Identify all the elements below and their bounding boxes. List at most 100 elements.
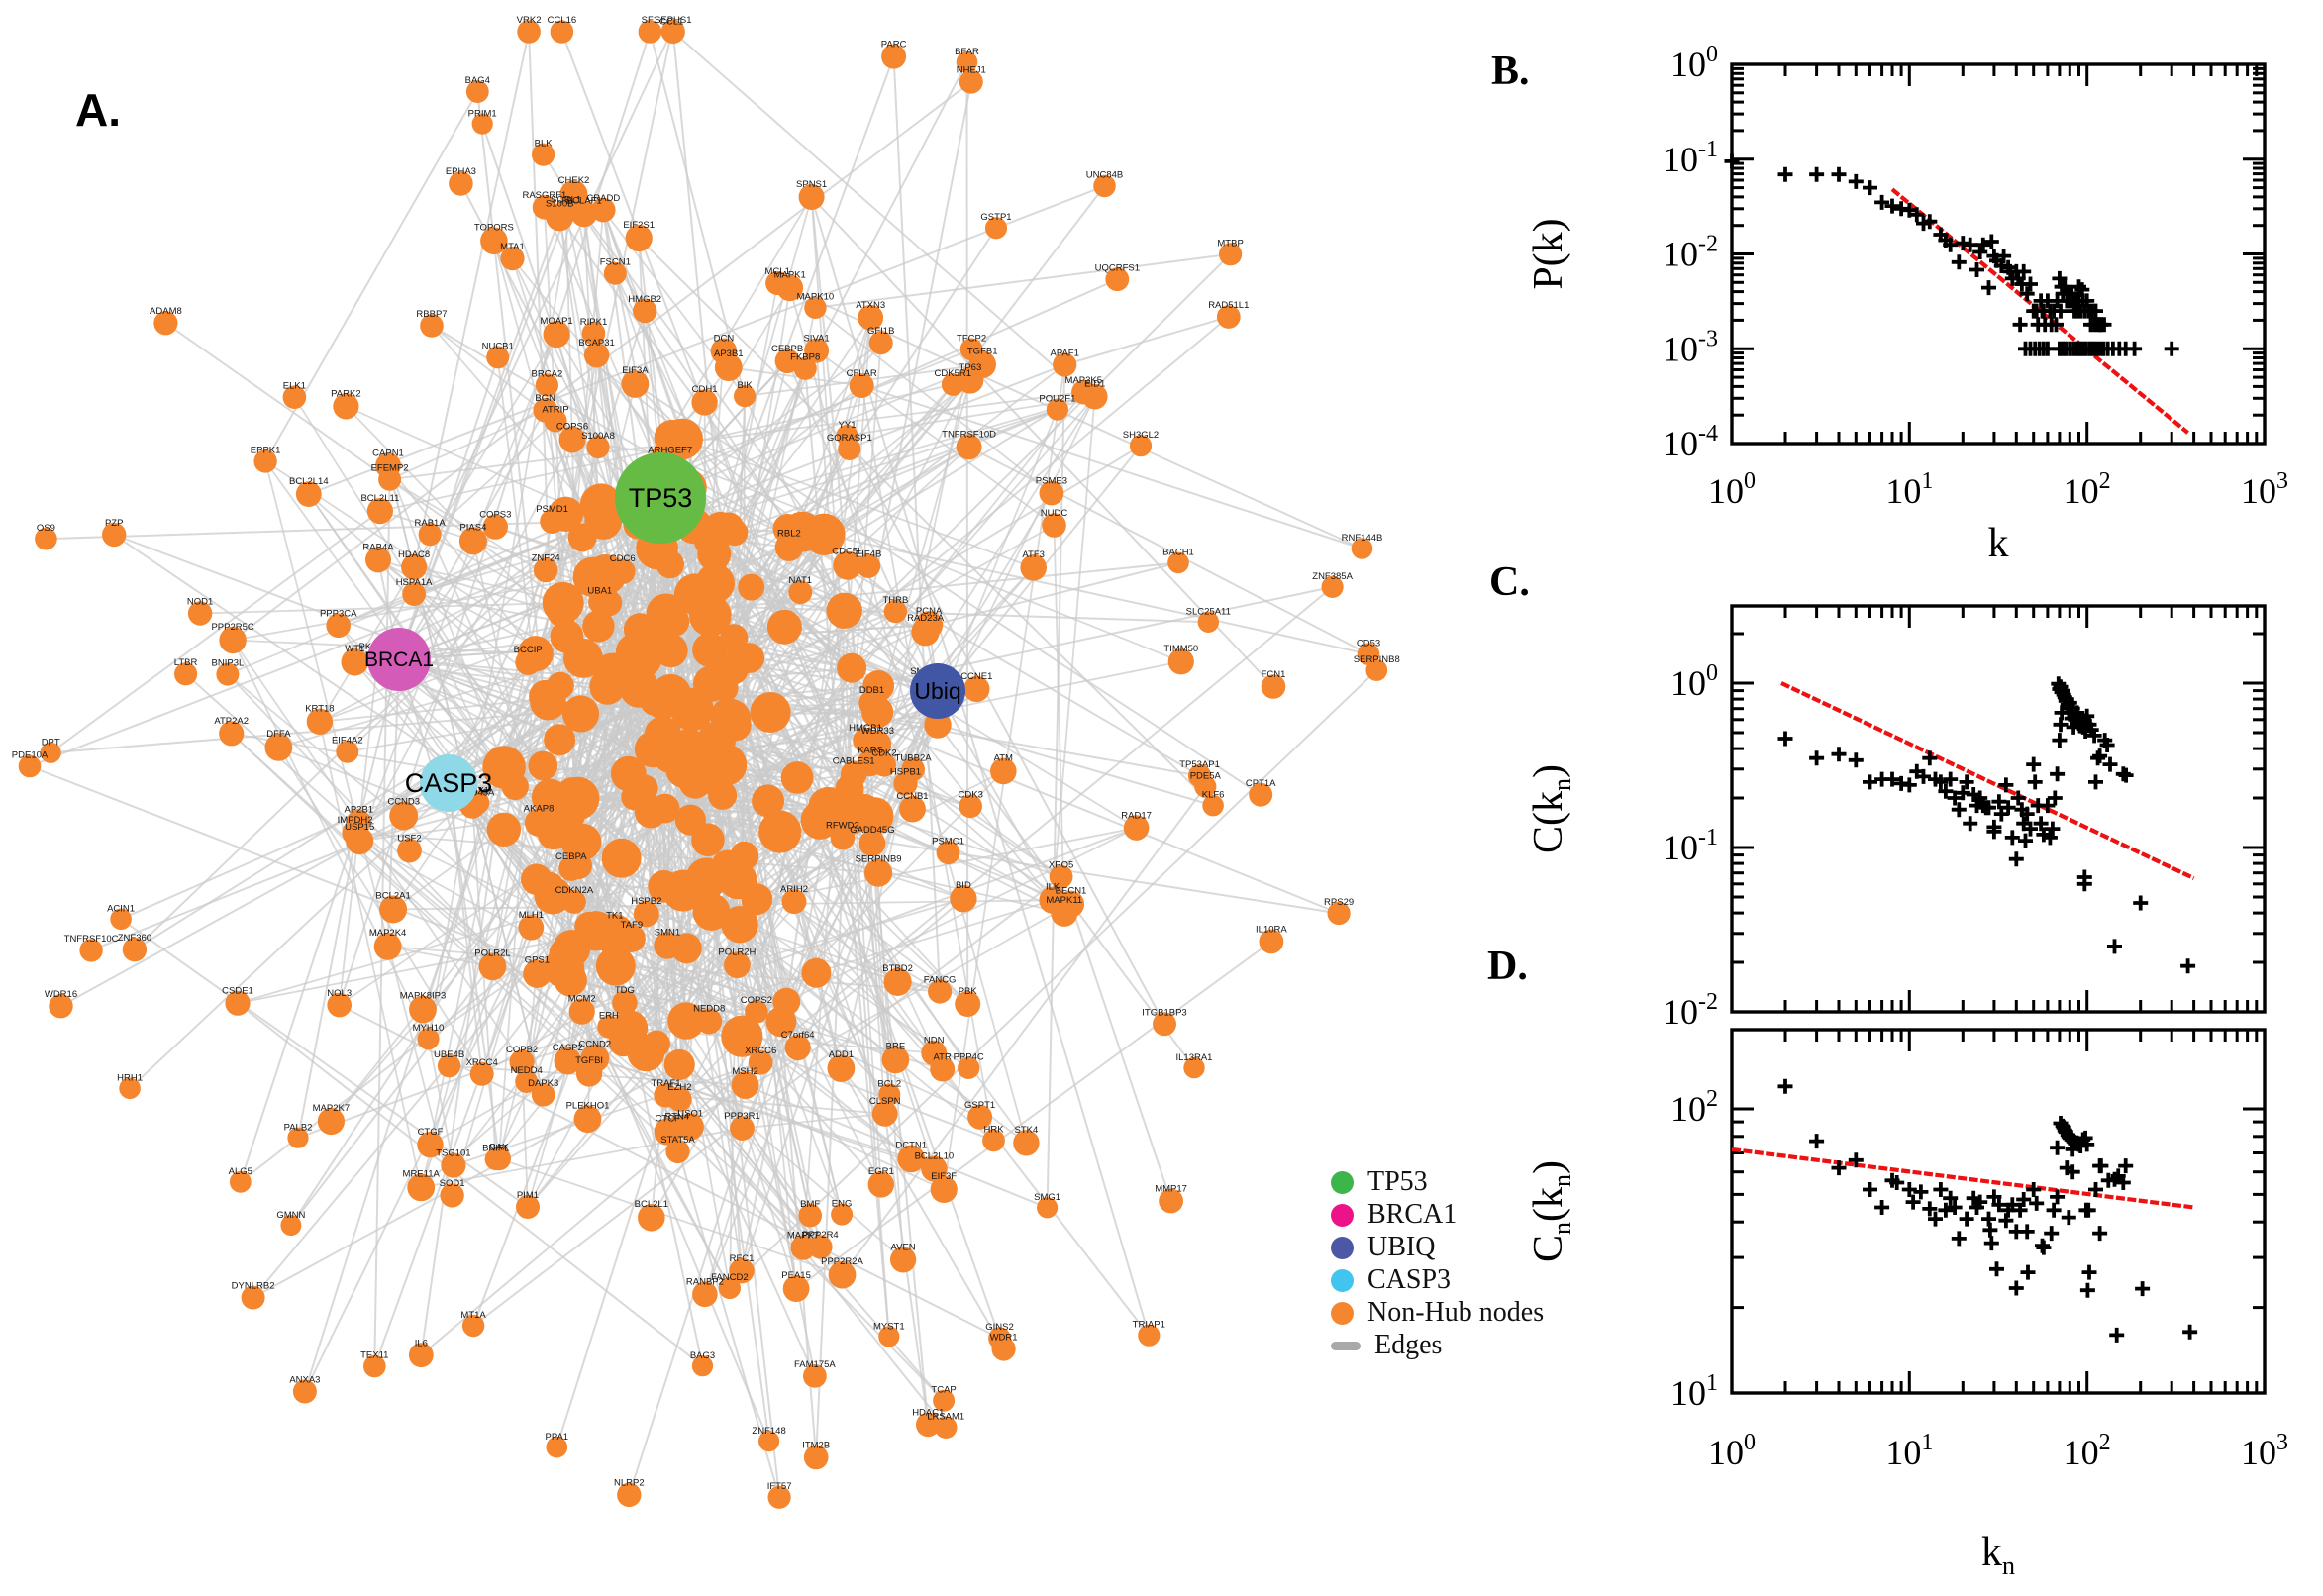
network-node xyxy=(681,869,709,896)
network-node xyxy=(532,195,557,220)
network-edge xyxy=(429,533,913,810)
network-node xyxy=(921,1040,948,1066)
network-node-label: SMG1 xyxy=(1034,1192,1060,1203)
data-point xyxy=(2079,708,2095,724)
network-node-label: WT1 xyxy=(345,644,364,654)
network-node-label: RASGRF1 xyxy=(522,190,566,201)
legend-label: TP53 xyxy=(1367,1166,1428,1197)
data-point xyxy=(1986,824,2002,840)
legend-label: Edges xyxy=(1374,1330,1443,1360)
data-point xyxy=(1951,1231,1967,1247)
network-node xyxy=(225,990,251,1016)
network-node xyxy=(219,626,247,654)
network-node xyxy=(644,716,682,754)
network-edge xyxy=(389,409,547,481)
network-edge xyxy=(376,31,673,658)
data-point xyxy=(1922,750,1938,766)
network-node-label: XPO5 xyxy=(1049,860,1073,871)
network-edge xyxy=(239,821,360,1183)
network-node-label: AP2B1 xyxy=(345,805,374,816)
legend-item-tp53: TP53 xyxy=(1331,1166,1544,1197)
network-node xyxy=(333,393,359,420)
network-node xyxy=(229,1170,252,1193)
network-node xyxy=(509,1049,535,1075)
network-node xyxy=(692,1281,718,1308)
network-node xyxy=(1167,648,1194,675)
network-node xyxy=(710,338,738,364)
hub-label-ubiq: Ubiq xyxy=(914,678,960,704)
network-node xyxy=(610,755,647,792)
network-node-label: ATR xyxy=(934,1052,952,1063)
data-point xyxy=(2182,1324,2198,1340)
network-node xyxy=(1020,554,1047,581)
data-point xyxy=(2027,774,2043,790)
network-node xyxy=(878,1326,900,1347)
network-node-label: RAB1A xyxy=(415,518,447,529)
network-node xyxy=(373,933,402,960)
data-point xyxy=(2042,830,2058,846)
network-node-label: PRIM1 xyxy=(468,109,497,120)
network-edge xyxy=(389,391,1084,481)
data-point xyxy=(2050,1189,2066,1205)
network-node-label: ALG5 xyxy=(229,1166,252,1177)
network-node xyxy=(542,581,584,624)
network-node xyxy=(867,1171,894,1198)
network-node xyxy=(956,434,982,460)
network-node-label: PZP xyxy=(105,518,123,529)
network-node-label: RIPK1 xyxy=(580,317,607,328)
tick-label: 10-2 xyxy=(1663,232,1718,274)
network-node xyxy=(959,69,983,94)
network-node-label: DCTN1 xyxy=(895,1141,927,1151)
network-node-label: MSH2 xyxy=(732,1066,758,1077)
network-node-label: USF2 xyxy=(397,834,421,845)
network-node xyxy=(780,761,814,794)
network-node xyxy=(515,649,542,675)
data-point xyxy=(1884,198,1900,214)
network-node-label: ZNF385A xyxy=(1312,571,1353,582)
network-node-label: CCL16 xyxy=(548,15,577,26)
tick-label: 100 xyxy=(1670,660,1718,703)
data-point xyxy=(1863,1182,1877,1197)
network-node xyxy=(826,592,862,629)
network-node-label: COPS6 xyxy=(556,422,588,433)
fit-line xyxy=(1731,1147,2194,1210)
network-node xyxy=(524,808,554,837)
network-node-label: ANXA3 xyxy=(289,1375,320,1386)
network-node-label: VRK2 xyxy=(517,15,542,26)
network-node xyxy=(956,51,978,73)
network-node xyxy=(588,590,612,614)
network-node-label: ZHX1 xyxy=(465,785,489,796)
tick-label: 10-4 xyxy=(1663,421,1718,463)
network-edge xyxy=(472,875,1062,1327)
network-edge xyxy=(637,523,939,692)
network-node xyxy=(591,197,616,223)
network-node-label: AP3B1 xyxy=(714,349,744,359)
network-edge xyxy=(398,564,849,660)
network-edge xyxy=(876,379,971,713)
network-node xyxy=(595,946,636,986)
network-node xyxy=(535,373,559,397)
legend-label: Non-Hub nodes xyxy=(1367,1297,1545,1328)
network-node xyxy=(122,937,148,962)
network-edge xyxy=(448,782,500,1159)
data-point xyxy=(1998,1213,2014,1229)
network-node-label: BGN xyxy=(535,393,556,404)
data-point xyxy=(2000,800,2016,816)
data-point xyxy=(1848,752,1864,768)
network-edge xyxy=(788,287,1028,1144)
data-point xyxy=(1970,262,1984,277)
tick-label: 102 xyxy=(2064,468,2111,511)
data-point xyxy=(1943,771,1959,787)
network-node xyxy=(407,1173,436,1202)
network-node-label: BTBD2 xyxy=(882,963,913,974)
network-node-label: MTA1 xyxy=(500,242,525,252)
network-node-label: CCL1 xyxy=(659,17,683,28)
network-node xyxy=(49,994,73,1019)
network-node xyxy=(523,959,552,988)
data-point xyxy=(2086,728,2102,744)
network-edge xyxy=(420,766,506,1355)
network-edge xyxy=(50,684,879,754)
network-edge xyxy=(358,840,822,1248)
network-edge xyxy=(638,237,1214,807)
tick-label: 100 xyxy=(1670,42,1718,84)
